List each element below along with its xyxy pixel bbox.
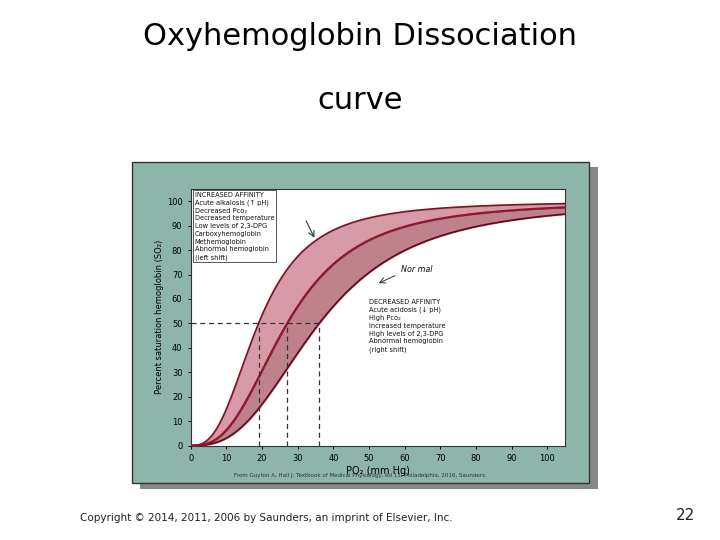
- Text: Nor mal: Nor mal: [401, 265, 433, 274]
- Y-axis label: Percent saturation hemoglobin (SO₂): Percent saturation hemoglobin (SO₂): [155, 240, 164, 394]
- Text: DECREASED AFFINITY
Acute acidosis (↓ pH)
High Pco₂
Increased temperature
High le: DECREASED AFFINITY Acute acidosis (↓ pH)…: [369, 299, 446, 353]
- Text: Copyright © 2014, 2011, 2006 by Saunders, an imprint of Elsevier, Inc.: Copyright © 2014, 2011, 2006 by Saunders…: [80, 512, 453, 523]
- Text: curve: curve: [318, 86, 402, 116]
- Text: Oxyhemoglobin Dissociation: Oxyhemoglobin Dissociation: [143, 22, 577, 51]
- Text: INCREASED AFFINITY
Acute alkalosis (↑ pH)
Decreased Pco₂
Decreased temperature
L: INCREASED AFFINITY Acute alkalosis (↑ pH…: [194, 192, 274, 261]
- Text: 22: 22: [675, 508, 695, 523]
- X-axis label: PO₂ (mm Hg): PO₂ (mm Hg): [346, 465, 410, 476]
- Text: From Guyton A, Hall J: Textbook of Medical Physiology, ed 13, Philadelphia, 2016: From Guyton A, Hall J: Textbook of Medic…: [234, 473, 486, 478]
